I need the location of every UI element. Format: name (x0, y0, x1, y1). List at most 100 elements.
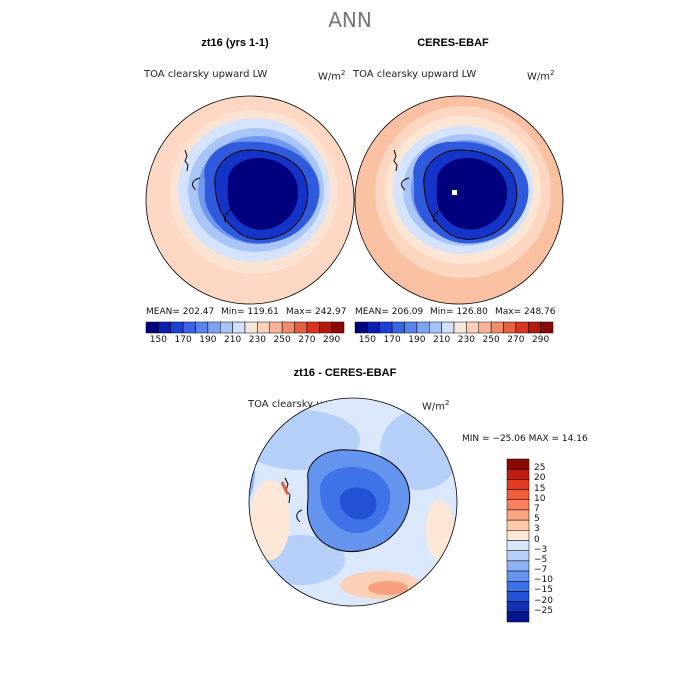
panel-2-max: Max= 248.76 (495, 307, 556, 317)
panel-2-title: CERES-EBAF (417, 37, 489, 49)
panel-1-colorbar-tick-label: 170 (174, 335, 192, 345)
difference-colorbar-swatch (506, 489, 530, 500)
panel-2-units: W/m2 (527, 69, 555, 83)
panel-1-units: W/m2 (318, 69, 346, 83)
difference-colorbar-swatch (506, 611, 530, 623)
panel-1-colorbar-swatch (182, 321, 196, 334)
panel-2-colorbar-swatch (391, 321, 405, 334)
panel-1-colorbar-swatch (158, 321, 171, 334)
panel-1-colorbar-swatch (145, 321, 159, 334)
difference-panel-title: zt16 - CERES-EBAF (293, 367, 397, 379)
difference-colorbar-swatch (506, 581, 530, 592)
panel-1-colorbar-swatch (319, 321, 332, 334)
panel-2-colorbar-swatch (404, 321, 418, 334)
panel-1-min: Min= 119.61 (221, 307, 279, 317)
difference-colorbar-tick-label: 15 (534, 483, 546, 494)
difference-colorbar-tick-label: −7 (534, 565, 548, 576)
difference-colorbar-tick-label: −3 (534, 544, 548, 555)
panel-2-colorbar-tick-label: 210 (433, 335, 451, 345)
panel-1-colorbar-swatch (331, 321, 345, 334)
difference-colorbar-swatch (506, 458, 530, 470)
difference-colorbar-tick-label: 20 (534, 473, 546, 484)
panel-2-colorbar-swatch (515, 321, 529, 334)
panel-2-colorbar-swatch (478, 321, 492, 334)
panel-1-colorbar-swatch (170, 321, 184, 334)
difference-colorbar-swatch (506, 540, 530, 551)
difference-colorbar-tick-label: 10 (534, 493, 546, 504)
panel-1-colorbar-swatch (281, 321, 295, 334)
panel-2-colorbar-swatch (466, 321, 479, 334)
difference-colorbar-tick-label: 0 (534, 534, 540, 545)
difference-minmax: MIN = −25.06 MAX = 14.16 (462, 434, 588, 444)
panel-1-colorbar-tick-label: 250 (273, 335, 291, 345)
difference-colorbar-tick-label: 3 (534, 524, 540, 535)
panel-2-colorbar-swatch (354, 321, 368, 334)
difference-units: W/m2 (422, 399, 450, 413)
panel-2-colorbar-tick-label: 150 (358, 335, 376, 345)
panel-1-colorbar-swatch (306, 321, 320, 334)
panel-1-colorbar-swatch (294, 321, 308, 334)
panel-2-colorbar-tick-label: 250 (482, 335, 500, 345)
panel-2-colorbar-swatch (528, 321, 541, 334)
difference-colorbar-tick-label: −20 (534, 595, 553, 606)
panel-1-colorbar-tick-label: 150 (149, 335, 167, 345)
panel-2-colorbar-swatch (490, 321, 504, 334)
difference-map-border (248, 397, 458, 607)
panel-2-colorbar (354, 321, 554, 334)
panel-2-colorbar-swatch (540, 321, 554, 334)
panel-1-colorbar-swatch (244, 321, 258, 334)
panel-2-colorbar-tick-label: 290 (532, 335, 550, 345)
panel-1-colorbar-swatch (220, 321, 233, 334)
difference-colorbar-tick-label: −10 (534, 575, 553, 586)
panel-1-variable-label: TOA clearsky upward LW (144, 69, 268, 80)
difference-colorbar-swatch (506, 591, 530, 602)
panel-1-colorbar (145, 321, 345, 334)
panel-2-colorbar-tick-label: 170 (383, 335, 401, 345)
difference-variable-label: TOA clearsky upward LW (248, 399, 372, 410)
panel-1-colorbar-swatch (195, 321, 209, 334)
panel-1-colorbar-tick-label: 230 (248, 335, 266, 345)
difference-colorbar-swatch (506, 479, 530, 490)
panel-2-colorbar-swatch (453, 321, 467, 334)
panel-2-colorbar-swatch (379, 321, 393, 334)
difference-colorbar-swatch (506, 509, 530, 521)
difference-colorbar-swatch (506, 499, 530, 511)
difference-colorbar-swatch (506, 560, 530, 572)
difference-colorbar-tick-label: −15 (534, 585, 553, 596)
difference-colorbar (506, 458, 530, 623)
panel-1-colorbar-swatch (257, 321, 270, 334)
panel-2-colorbar-swatch (429, 321, 442, 334)
panel-2-colorbar-swatch (441, 321, 455, 334)
difference-colorbar-swatch (506, 530, 530, 541)
panel-1-colorbar-swatch (207, 321, 221, 334)
panel-1-colorbar-swatch (232, 321, 246, 334)
panel-1-max: Max= 242.97 (286, 307, 347, 317)
panel-2-colorbar-tick-label: 270 (507, 335, 525, 345)
panel-1-colorbar-tick-label: 210 (224, 335, 242, 345)
panel-1-map-border (145, 95, 355, 305)
difference-colorbar-swatch (506, 519, 530, 531)
difference-colorbar-swatch (506, 601, 530, 613)
panel-2-colorbar-tick-label: 190 (408, 335, 426, 345)
panel-1-colorbar-tick-label: 270 (298, 335, 316, 345)
panel-1-colorbar-tick-label: 190 (199, 335, 217, 345)
difference-map (249, 398, 457, 606)
panel-2-colorbar-swatch (416, 321, 430, 334)
panel-1-mean: MEAN= 202.47 (146, 307, 215, 317)
difference-colorbar-swatch (506, 550, 530, 562)
figure-title: ANN (328, 8, 372, 32)
panel-2-min: Min= 126.80 (430, 307, 488, 317)
panel-1-title: zt16 (yrs 1-1) (201, 37, 269, 49)
panel-2-mean: MEAN= 206.09 (355, 307, 424, 317)
difference-colorbar-tick-label: −25 (534, 605, 553, 616)
difference-colorbar-tick-label: 5 (534, 514, 540, 525)
difference-colorbar-tick-label: 25 (534, 463, 546, 474)
panel-1-colorbar-swatch (269, 321, 283, 334)
panel-2-colorbar-swatch (503, 321, 517, 334)
panel-2-map-border (354, 95, 564, 305)
panel-2-variable-label: TOA clearsky upward LW (353, 69, 477, 80)
difference-colorbar-tick-label: −5 (534, 554, 548, 565)
difference-colorbar-swatch (506, 468, 530, 480)
panel-1-colorbar-tick-label: 290 (323, 335, 341, 345)
